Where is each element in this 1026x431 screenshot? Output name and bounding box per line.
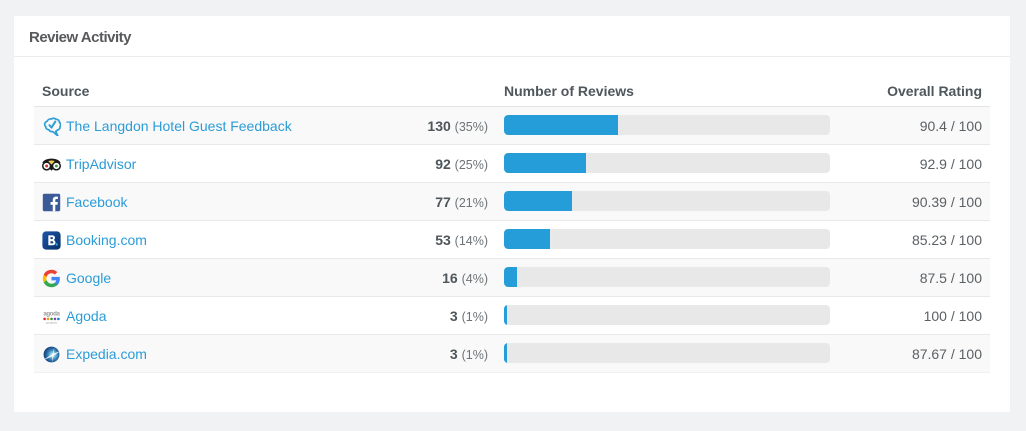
svg-text:smarter: smarter: [46, 321, 58, 325]
svg-text:agoda: agoda: [43, 310, 60, 317]
